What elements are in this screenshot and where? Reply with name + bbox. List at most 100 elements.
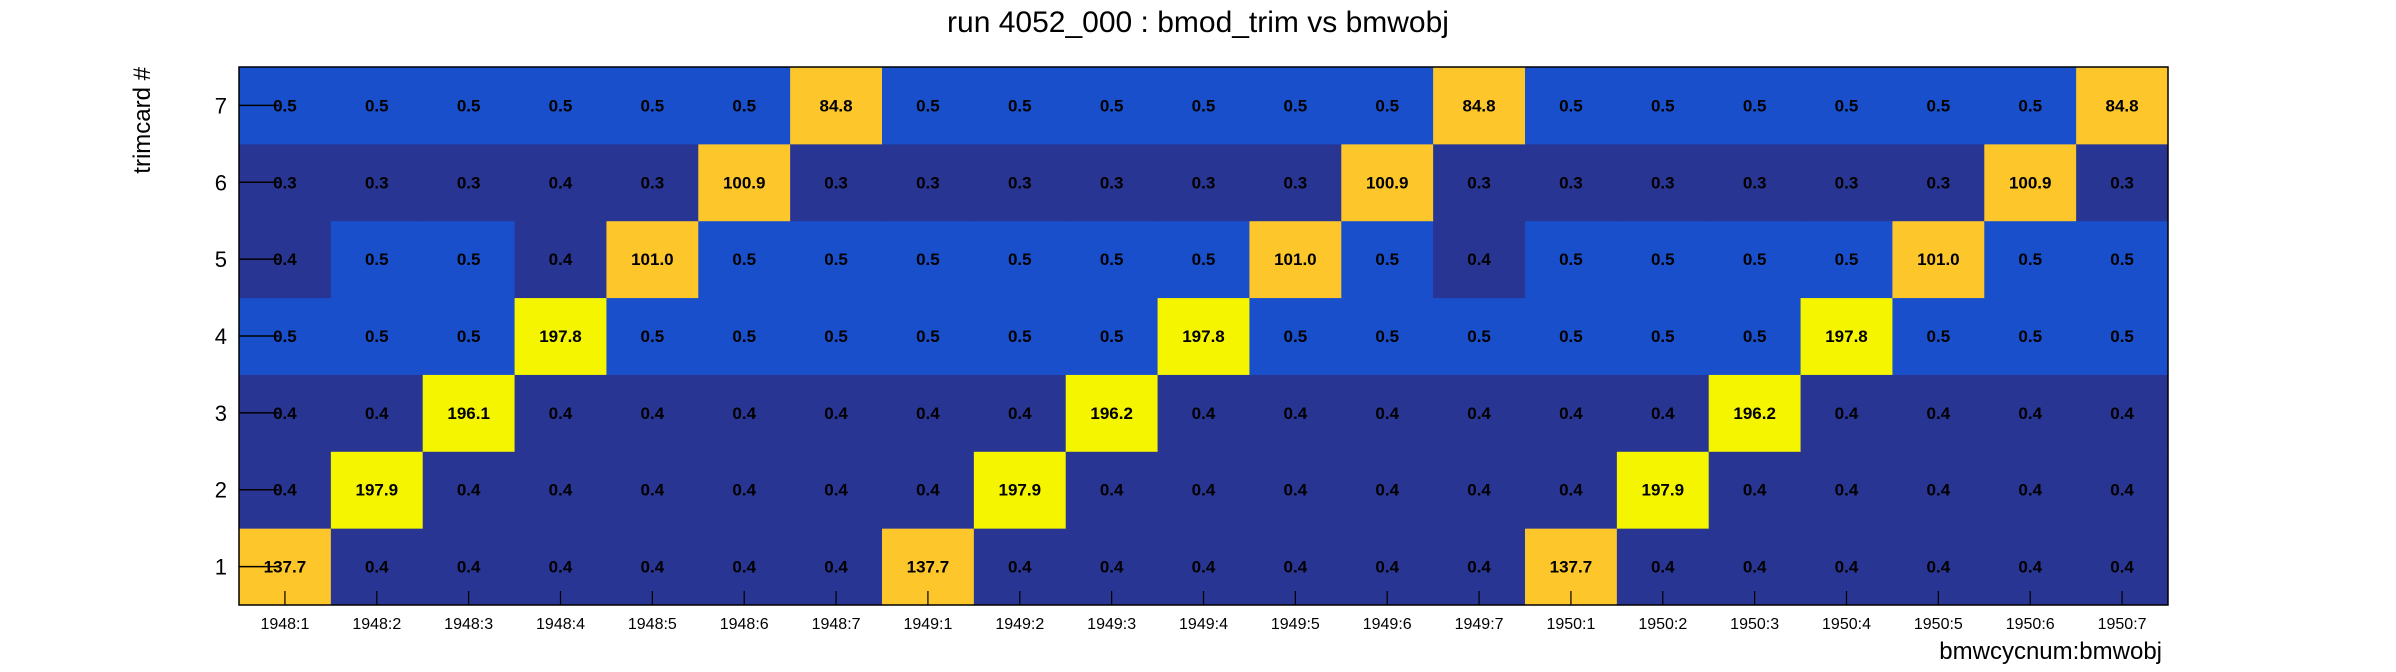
cell-value-label: 0.3 (824, 173, 848, 192)
heatmap-cell (1800, 374, 1893, 452)
cell-value-label: 0.4 (1651, 404, 1675, 423)
heatmap-cell (514, 67, 607, 145)
heatmap-cell (606, 374, 699, 452)
x-tick-label: 1949:6 (1363, 616, 1412, 633)
heatmap-cell (606, 220, 699, 299)
heatmap-cell (973, 374, 1067, 452)
heatmap-cell (422, 374, 516, 452)
heatmap-cell (882, 374, 975, 452)
heatmap-cell (1065, 374, 1159, 452)
heatmap-cell (1525, 143, 1618, 222)
cell-value-label: 0.5 (1835, 96, 1859, 115)
cell-value-label: 0.5 (1192, 250, 1216, 269)
cell-value-label: 0.5 (457, 96, 481, 115)
heatmap-cell (1892, 67, 1985, 145)
cell-value-label: 0.4 (457, 481, 481, 500)
cell-value-label: 0.4 (549, 404, 573, 423)
heatmap-cell (1433, 451, 1526, 529)
cell-value-label: 0.4 (1927, 404, 1951, 423)
heatmap-cell (1525, 220, 1618, 299)
cell-value-label: 0.3 (641, 173, 665, 192)
heatmap-cell (1800, 297, 1893, 375)
y-tick-label: 6 (215, 170, 227, 195)
heatmap-cell (1525, 451, 1618, 529)
heatmap-cell (973, 143, 1067, 222)
x-tick-label: 1949:2 (995, 616, 1044, 633)
cell-value-label: 0.5 (1100, 250, 1124, 269)
heatmap-cell (1249, 297, 1342, 375)
heatmap-cell (606, 297, 699, 375)
heatmap-cell (514, 143, 607, 222)
cell-value-label: 0.3 (1008, 173, 1032, 192)
heatmap-cell (422, 143, 516, 222)
heatmap-cell (1984, 67, 2077, 145)
heatmap-cell (1708, 374, 1802, 452)
heatmap-cell (1708, 67, 1802, 145)
cell-value-label: 100.9 (2009, 173, 2052, 192)
y-axis: 1 2 3 4 5 6 7 (215, 93, 279, 580)
cell-value-label: 0.5 (1559, 327, 1583, 346)
cell-value-label: 196.2 (1090, 404, 1133, 423)
cell-value-label: 0.4 (1467, 481, 1491, 500)
y-tick-label: 3 (215, 401, 227, 426)
cell-value-label: 0.4 (1008, 404, 1032, 423)
cell-value-label: 0.4 (824, 558, 848, 577)
cell-value-label: 84.8 (1463, 96, 1496, 115)
cell-value-label: 0.3 (916, 173, 940, 192)
heatmap-cell (973, 451, 1067, 529)
cell-value-label: 0.4 (1743, 558, 1767, 577)
heatmap-cell (1525, 374, 1618, 452)
heatmap-cell (1708, 297, 1802, 375)
heatmap-cell (606, 67, 699, 145)
cell-value-label: 0.3 (1835, 173, 1859, 192)
cell-value-label: 0.4 (916, 481, 940, 500)
cell-value-label: 0.4 (1467, 404, 1491, 423)
x-tick-label: 1949:4 (1179, 616, 1228, 633)
heatmap-cell (882, 297, 975, 375)
cell-value-label: 0.4 (365, 404, 389, 423)
heatmap-cell (698, 297, 791, 375)
heatmap-cell (1341, 220, 1434, 299)
heatmap-cell (1065, 143, 1159, 222)
x-tick-label: 1950:5 (1914, 616, 1963, 633)
cell-value-label: 0.5 (732, 250, 756, 269)
heatmap-cell (514, 374, 607, 452)
cell-value-label: 0.4 (2110, 558, 2134, 577)
cell-value-label: 0.3 (365, 173, 389, 192)
heatmap-cell (1157, 67, 1250, 145)
heatmap-cell (698, 451, 791, 529)
cell-value-label: 0.4 (2018, 404, 2042, 423)
cell-value-label: 0.4 (273, 404, 297, 423)
heatmap-cell (790, 374, 883, 452)
heatmap-cell (790, 143, 883, 222)
cell-value-label: 0.4 (1100, 481, 1124, 500)
x-tick-label: 1950:3 (1730, 616, 1779, 633)
cell-value-label: 0.5 (2110, 250, 2134, 269)
cell-value-label: 197.9 (1642, 481, 1685, 500)
cell-value-label: 0.5 (549, 96, 573, 115)
heatmap-cell (1892, 297, 1985, 375)
cell-value-label: 0.4 (1835, 404, 1859, 423)
cell-value-label: 100.9 (723, 173, 766, 192)
heatmap-cell (1433, 374, 1526, 452)
x-tick-label: 1948:7 (812, 616, 861, 633)
heatmap-cell (882, 143, 975, 222)
cell-value-label: 0.5 (365, 96, 389, 115)
heatmap-cells: 137.7 0.4 0.4 0.4 0.4 0.4 0.4 137.7 0.4 0.4 0.4 0.4… (239, 67, 2169, 606)
x-tick-label: 1950:6 (2006, 616, 2055, 633)
cell-value-label: 0.4 (1743, 481, 1767, 500)
cell-value-label: 0.4 (2110, 481, 2134, 500)
cell-value-label: 0.4 (2018, 481, 2042, 500)
cell-value-label: 0.4 (732, 558, 756, 577)
cell-value-label: 197.8 (539, 327, 582, 346)
heatmap-cell (1616, 451, 1710, 529)
x-axis: 1948:1 1948:2 1948:3 1948:4 1948:5 1948:6 1948… (260, 591, 2147, 633)
heatmap-cell (1984, 297, 2077, 375)
heatmap-cell (2076, 143, 2169, 222)
cell-value-label: 137.7 (264, 558, 307, 577)
heatmap-cell (1433, 297, 1526, 375)
heatmap-cell (698, 143, 791, 222)
cell-value-label: 101.0 (631, 250, 674, 269)
heatmap-cell (698, 374, 791, 452)
cell-value-label: 0.4 (1559, 481, 1583, 500)
